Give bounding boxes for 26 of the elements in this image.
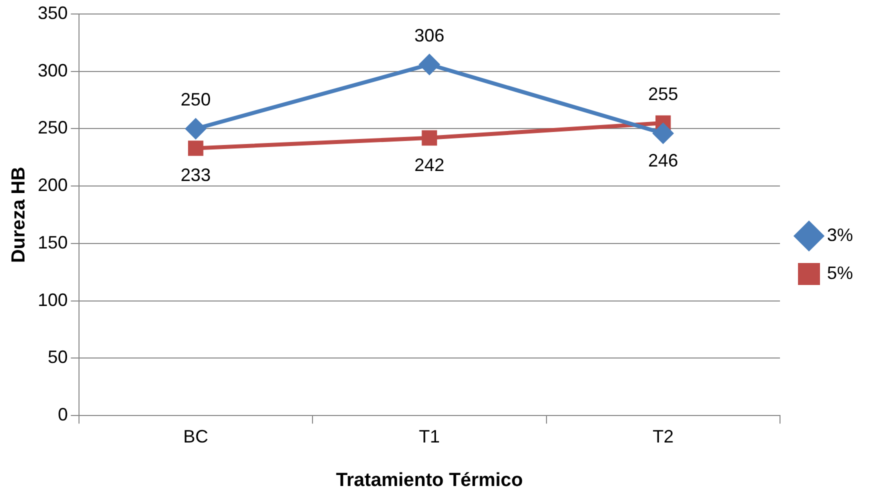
point (419, 54, 440, 74)
y-tick-label: 0 (58, 404, 68, 425)
y-tick-label: 150 (38, 232, 68, 252)
y-axis-title: Dureza HB (8, 166, 30, 263)
x-tick-label: BC (183, 426, 208, 446)
y-tick-label: 200 (38, 175, 68, 196)
y-tick-label: 50 (48, 347, 68, 368)
point (653, 123, 674, 144)
point (188, 140, 204, 156)
x-tick-label: T1 (418, 426, 440, 446)
y-tick-label: 300 (38, 60, 68, 80)
y-tick-label: 350 (38, 2, 68, 23)
point (422, 130, 438, 146)
x-axis-title: Tratamiento Térmico (336, 470, 523, 491)
data-label: 250 (180, 90, 211, 110)
legend-label: 5% (826, 262, 853, 283)
x-tick-label: T2 (652, 426, 674, 446)
y-tick-label: 100 (38, 290, 68, 310)
legend-label: 3% (826, 224, 853, 245)
y-tick-label: 250 (38, 118, 68, 138)
data-label: 306 (414, 25, 444, 46)
data-label: 246 (648, 150, 678, 170)
data-label: 255 (648, 84, 678, 104)
data-label: 242 (414, 154, 444, 175)
point (186, 118, 206, 139)
data-label: 233 (180, 165, 211, 186)
